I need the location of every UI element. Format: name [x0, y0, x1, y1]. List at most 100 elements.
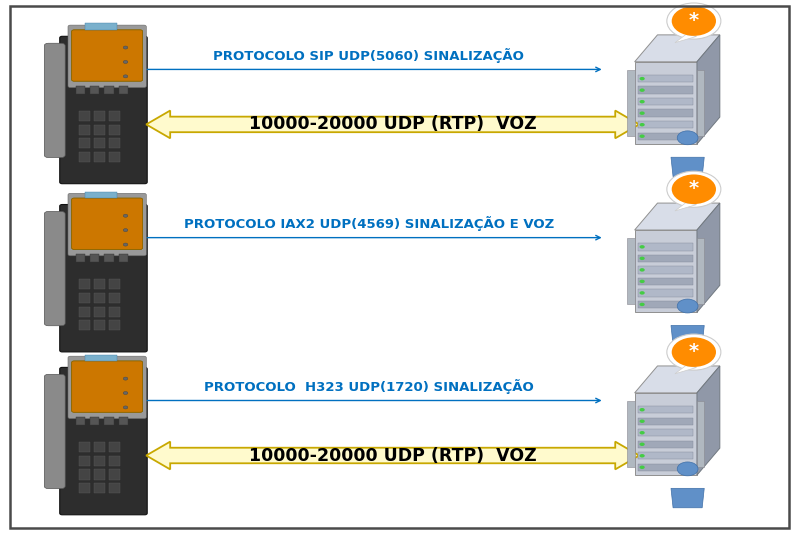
Circle shape: [123, 75, 128, 78]
Text: 10000-20000 UDP (RTP)  VOZ: 10000-20000 UDP (RTP) VOZ: [249, 115, 536, 134]
Bar: [78, 111, 89, 121]
Circle shape: [123, 46, 128, 49]
Bar: [78, 307, 89, 317]
Circle shape: [639, 89, 645, 92]
FancyBboxPatch shape: [72, 198, 142, 249]
Bar: [78, 442, 89, 452]
Polygon shape: [634, 393, 697, 475]
FancyBboxPatch shape: [68, 193, 146, 256]
Bar: [638, 406, 693, 413]
FancyBboxPatch shape: [68, 25, 146, 88]
Circle shape: [639, 443, 645, 446]
Circle shape: [678, 462, 698, 476]
Bar: [638, 429, 693, 436]
Polygon shape: [675, 203, 697, 211]
Circle shape: [678, 131, 698, 145]
Bar: [85, 355, 117, 361]
Text: PROTOCOLO SIP UDP(5060) SINALIZAÇÃO: PROTOCOLO SIP UDP(5060) SINALIZAÇÃO: [213, 48, 524, 63]
Bar: [638, 109, 693, 117]
Bar: [85, 23, 117, 30]
Circle shape: [639, 123, 645, 127]
FancyBboxPatch shape: [44, 211, 66, 326]
Text: *: *: [689, 11, 699, 30]
Text: *: *: [689, 342, 699, 361]
Bar: [697, 401, 704, 467]
Bar: [93, 320, 105, 330]
Bar: [93, 279, 105, 289]
Circle shape: [123, 60, 128, 64]
Bar: [109, 456, 120, 466]
Text: PROTOCOLO  H323 UDP(1720) SINALIZAÇÃO: PROTOCOLO H323 UDP(1720) SINALIZAÇÃO: [204, 379, 534, 394]
Polygon shape: [634, 230, 697, 312]
Polygon shape: [675, 366, 697, 374]
Bar: [105, 417, 113, 425]
Bar: [90, 417, 99, 425]
Circle shape: [639, 454, 645, 458]
Circle shape: [123, 406, 128, 409]
FancyBboxPatch shape: [68, 356, 146, 419]
FancyBboxPatch shape: [60, 205, 147, 352]
Bar: [78, 138, 89, 148]
Bar: [105, 254, 113, 262]
Bar: [109, 293, 120, 303]
Bar: [78, 152, 89, 162]
Circle shape: [123, 243, 128, 246]
Bar: [627, 70, 634, 136]
Circle shape: [639, 135, 645, 138]
Circle shape: [667, 171, 721, 207]
Bar: [78, 483, 89, 493]
Bar: [78, 456, 89, 466]
Circle shape: [639, 291, 645, 295]
Bar: [638, 301, 693, 308]
Bar: [109, 469, 120, 480]
Bar: [90, 254, 99, 262]
FancyBboxPatch shape: [44, 374, 66, 489]
Bar: [118, 417, 128, 425]
Bar: [697, 70, 704, 136]
Bar: [627, 238, 634, 304]
Polygon shape: [634, 203, 720, 230]
Circle shape: [667, 334, 721, 370]
Bar: [78, 469, 89, 480]
Circle shape: [639, 280, 645, 283]
Polygon shape: [146, 442, 639, 469]
Polygon shape: [697, 203, 720, 312]
Bar: [638, 87, 693, 94]
Bar: [76, 417, 85, 425]
Bar: [109, 320, 120, 330]
FancyBboxPatch shape: [72, 198, 142, 249]
FancyBboxPatch shape: [72, 361, 142, 412]
Bar: [93, 152, 105, 162]
Circle shape: [123, 229, 128, 232]
Circle shape: [639, 257, 645, 260]
Bar: [93, 469, 105, 480]
Bar: [109, 307, 120, 317]
Bar: [638, 441, 693, 448]
Polygon shape: [671, 488, 704, 508]
FancyBboxPatch shape: [44, 43, 66, 158]
Bar: [93, 111, 105, 121]
Circle shape: [672, 175, 716, 204]
Circle shape: [639, 431, 645, 435]
Bar: [93, 483, 105, 493]
Polygon shape: [697, 366, 720, 475]
Polygon shape: [671, 325, 704, 345]
FancyBboxPatch shape: [72, 30, 142, 81]
Circle shape: [639, 420, 645, 423]
Bar: [638, 98, 693, 105]
Text: PROTOCOLO IAX2 UDP(4569) SINALIZAÇÃO E VOZ: PROTOCOLO IAX2 UDP(4569) SINALIZAÇÃO E V…: [184, 216, 554, 231]
Bar: [93, 456, 105, 466]
Bar: [109, 138, 120, 148]
Bar: [118, 254, 128, 262]
Bar: [109, 152, 120, 162]
Bar: [93, 293, 105, 303]
Bar: [109, 442, 120, 452]
Bar: [78, 125, 89, 135]
Circle shape: [639, 303, 645, 306]
Polygon shape: [697, 35, 720, 144]
Bar: [638, 75, 693, 82]
Bar: [697, 238, 704, 304]
Bar: [638, 278, 693, 285]
Bar: [638, 121, 693, 128]
Bar: [109, 125, 120, 135]
